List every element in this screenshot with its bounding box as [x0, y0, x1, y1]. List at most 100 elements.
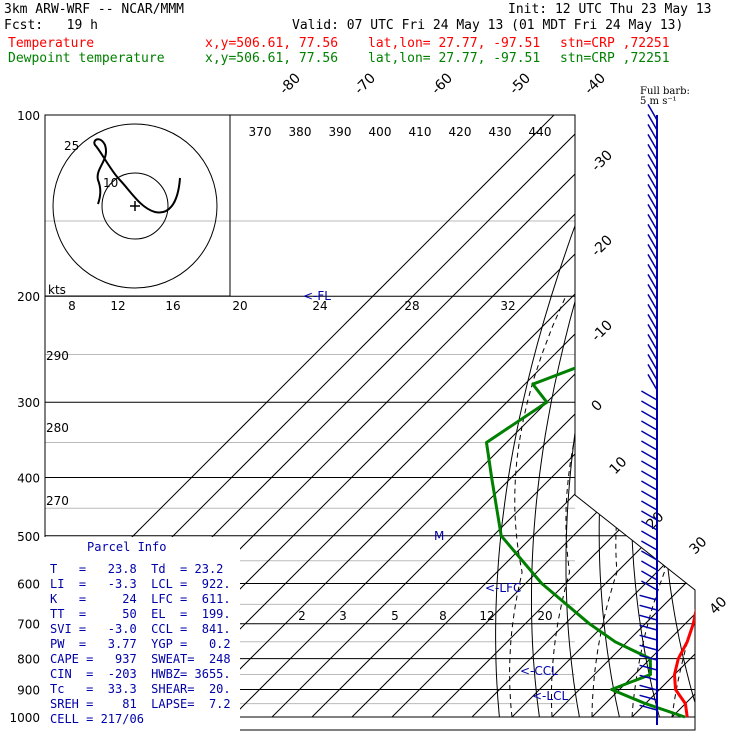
wind-barb — [647, 234, 658, 251]
parcel-row-pw: PW = 3.77 YGP = 0.2 — [50, 637, 231, 651]
wind-barb — [639, 694, 658, 701]
wind-barb — [647, 184, 658, 201]
hodograph-unit-label: kts — [48, 283, 66, 297]
theta-label: 410 — [409, 125, 432, 139]
wind-barb — [647, 144, 658, 161]
pressure-label-900: 900 — [17, 683, 40, 697]
temperature-station: stn=CRP ,72251 — [560, 36, 670, 51]
parcel-row-tt: TT = 50 EL = 199. — [50, 607, 231, 621]
wind-barb — [639, 704, 658, 711]
theta-label: 370 — [249, 125, 272, 139]
wind-barb — [647, 264, 658, 281]
dewpoint-legend: Dewpoint temperature — [8, 51, 165, 66]
wind-barb — [641, 510, 658, 521]
wind-barb — [641, 450, 658, 461]
init-time: Init: 12 UTC Thu 23 May 13 — [508, 2, 712, 17]
wind-barb — [639, 684, 658, 691]
isotherm-label: -30 — [589, 147, 616, 174]
wind-barb — [641, 400, 658, 411]
moist-adiabat — [671, 295, 695, 718]
wind-barb — [647, 124, 658, 141]
theta-label: 390 — [329, 125, 352, 139]
wind-barb — [639, 664, 658, 671]
wind-scale-line: 5 m s⁻¹ — [640, 96, 677, 107]
wind-barb — [647, 374, 658, 391]
dewpoint-xy: x,y=506.61, 77.56 — [205, 51, 339, 66]
wind-barb — [647, 154, 658, 171]
wind-barb — [641, 430, 658, 441]
temperature-xy: x,y=506.61, 77.56 — [205, 36, 339, 51]
isotherm — [471, 115, 695, 718]
forecast-hour: Fcst: 19 h — [4, 18, 98, 33]
wind-barb — [647, 104, 658, 121]
pressure-label-1000: 1000 — [9, 711, 40, 725]
wind-barb — [641, 570, 658, 581]
dewpoint-station: stn=CRP ,72251 — [560, 51, 670, 66]
isotherm — [591, 115, 695, 718]
wind-barb — [647, 344, 658, 361]
hodograph-ring-25 — [52, 123, 218, 289]
wind-barb — [641, 420, 658, 431]
model-title: 3km ARW-WRF -- NCAR/MMM — [4, 2, 185, 17]
mixing-ratio-label: 32 — [500, 299, 515, 313]
parcel-row-k: K = 24 LFC = 611. — [50, 592, 231, 606]
pressure-label-600: 600 — [17, 577, 40, 591]
fl-marker: <-FL — [303, 289, 331, 303]
isotherm-label: -20 — [589, 232, 616, 259]
isotherm-label: -80 — [277, 70, 304, 97]
pressure-label-400: 400 — [17, 471, 40, 485]
wind-barb — [639, 674, 658, 681]
isotherm — [231, 115, 695, 718]
parcel-row-tc: Tc = 33.3 SHEAR= 20. — [50, 682, 231, 696]
wind-barb — [641, 390, 658, 401]
isotherm-label: -70 — [352, 70, 379, 97]
wind-barb — [641, 490, 658, 501]
dry-adiabat-label: 270 — [46, 494, 69, 508]
wind-barb — [647, 174, 658, 191]
wind-barb — [641, 550, 658, 561]
isotherm — [551, 115, 695, 718]
wind-barb — [641, 480, 658, 491]
isotherm-label: 30 — [687, 534, 711, 558]
parcel-info-title: Parcel Info — [87, 540, 167, 554]
wind-scale-label: Full barb: 5 m s⁻¹ — [640, 86, 690, 107]
dewpoint-profile — [485, 115, 695, 719]
mixing-ratio-label: 12 — [110, 299, 125, 313]
parcel-row-svi: SVI = -3.0 CCL = 841. — [50, 622, 231, 636]
wind-barb — [647, 284, 658, 301]
m-marker: M — [434, 529, 444, 543]
mixing-ratio-label: 16 — [165, 299, 180, 313]
wind-scale-line: Full barb: — [640, 86, 690, 97]
hodograph-label-25: 25 — [64, 139, 79, 153]
isotherm — [431, 115, 695, 718]
wind-barb — [641, 580, 658, 591]
lfc-marker: <-LFC — [485, 581, 521, 595]
hodograph-origin — [130, 201, 140, 211]
moist-adiabat — [712, 296, 740, 717]
parcel-row-cin: CIN = -203 HWBZ= 3655. — [50, 667, 231, 681]
wind-barb — [641, 530, 658, 541]
wind-barb — [639, 614, 658, 621]
ccl-marker: <-CCL — [520, 664, 558, 678]
wind-barb — [647, 324, 658, 341]
wind-barb — [641, 470, 658, 481]
isotherm-label: 40 — [707, 594, 731, 618]
mixing-ratio-low-label: 3 — [339, 609, 347, 623]
dry-adiabat-label: 290 — [46, 349, 69, 363]
temperature-legend: Temperature — [8, 36, 95, 51]
wind-barb — [641, 440, 658, 451]
theta-label: 440 — [529, 125, 552, 139]
parcel-row-cell: CELL = 217/06 — [50, 712, 144, 726]
dry-adiabat-label: 280 — [46, 421, 69, 435]
theta-label: 430 — [489, 125, 512, 139]
temperature-latlon: lat,lon= 27.77, -97.51 — [368, 36, 541, 51]
valid-time: Valid: 07 UTC Fri 24 May 13 (01 MDT Fri … — [292, 18, 684, 33]
pressure-label-800: 800 — [17, 653, 40, 667]
wind-barb — [647, 224, 658, 241]
hodograph-trace — [93, 138, 181, 214]
wind-barb — [647, 364, 658, 381]
wind-barb — [639, 644, 658, 651]
wind-barb — [641, 540, 658, 551]
wind-barb — [647, 314, 658, 331]
